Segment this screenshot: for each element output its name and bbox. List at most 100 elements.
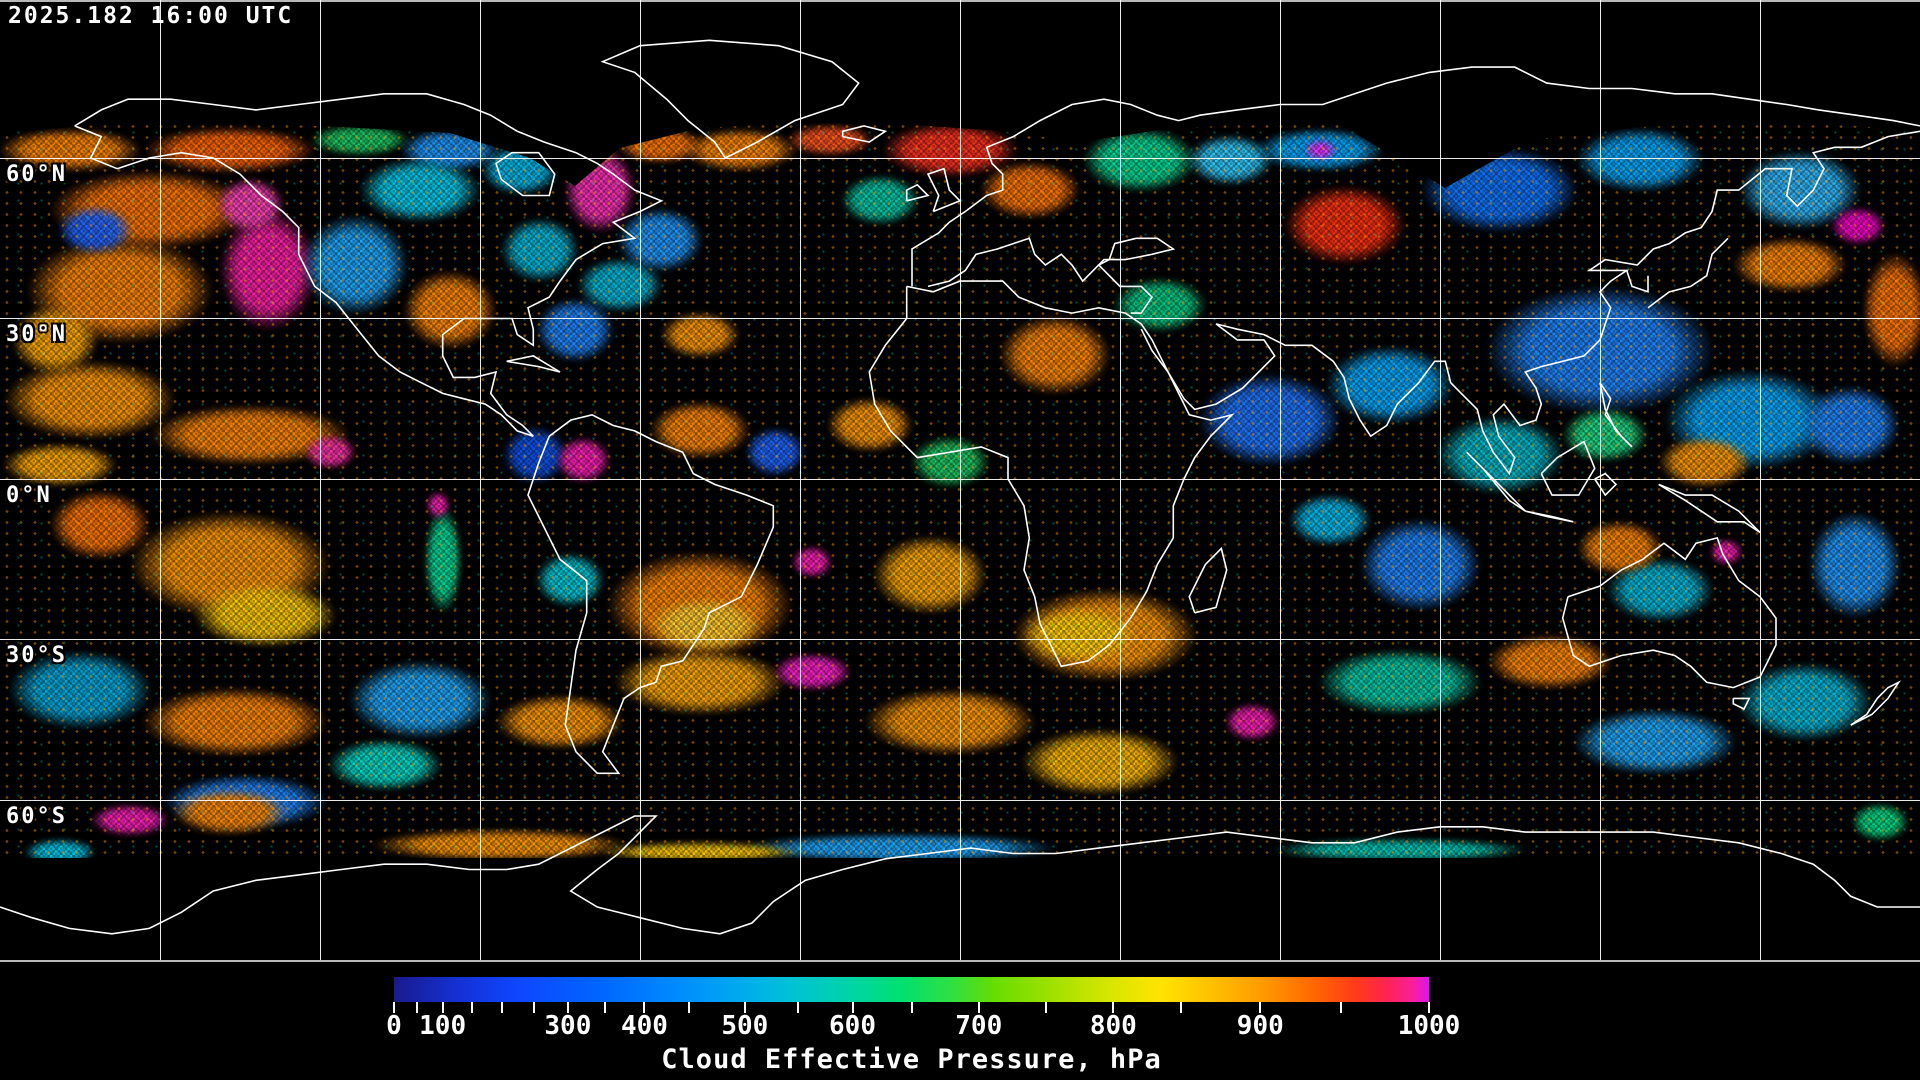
gridline-longitude (480, 0, 481, 961)
colorbar-tick (604, 1002, 607, 1013)
cloud-blob (545, 428, 621, 492)
colorbar-tick-label: 600 (829, 1011, 876, 1041)
cloud-blob (825, 165, 935, 235)
colorbar (394, 977, 1429, 1002)
colorbar-tick (566, 1002, 569, 1013)
gridline-longitude (1280, 0, 1281, 961)
colorbar-tick (1045, 1002, 1048, 1013)
coastline (911, 66, 1920, 287)
cloud-blob (1710, 647, 1900, 757)
colorbar-tick (743, 1002, 746, 1013)
cloud-blob (1550, 122, 1730, 205)
colorbar-tick-label: 100 (419, 1011, 467, 1041)
coastline (926, 167, 962, 213)
cloud-blob (335, 145, 505, 235)
gridline-latitude (0, 158, 1920, 159)
cloud-blob (294, 428, 366, 476)
coastline (495, 151, 556, 197)
cloud-blob (1298, 136, 1342, 164)
cloud-blob (422, 487, 454, 523)
cloud-blob (1840, 796, 1920, 848)
cloud-blob (522, 542, 618, 618)
cloud-blob (1462, 624, 1638, 700)
coastline (1594, 472, 1618, 497)
latitude-label: 30°N (6, 322, 67, 347)
cloud-blob (1560, 510, 1680, 586)
colorbar-tick-label: 400 (620, 1011, 668, 1041)
colorbar-tick-label: 700 (955, 1011, 1003, 1041)
gridline-latitude (0, 479, 1920, 480)
gridline-longitude (800, 0, 801, 961)
coastline (868, 280, 1235, 668)
coastline (1599, 382, 1633, 448)
coastline (1732, 697, 1751, 711)
colorbar-tick (1259, 1002, 1262, 1013)
coastline (1188, 546, 1228, 614)
cloud-blob (630, 390, 770, 470)
coastline (74, 93, 664, 437)
colorbar-tick (441, 1002, 444, 1013)
colorbar-tick (851, 1002, 854, 1013)
gridline-latitude (0, 639, 1920, 640)
cloud-blob (1790, 490, 1920, 640)
cloud-blob (645, 303, 755, 367)
gridline-longitude (1600, 0, 1601, 961)
latitude-label: 60°S (6, 804, 67, 829)
colorbar-tick (1112, 1002, 1115, 1013)
colorbar-tick (393, 1002, 395, 1013)
colorbar-caption: Cloud Effective Pressure, hPa (661, 1044, 1162, 1075)
coastline (506, 355, 561, 373)
coastline (1466, 451, 1526, 512)
coastline (905, 183, 930, 202)
coastline (841, 125, 888, 143)
coastline (1850, 680, 1902, 726)
cloud-blob (305, 729, 465, 801)
gridline-longitude (960, 0, 961, 961)
cloud-blob (1272, 484, 1388, 556)
cloud-blob (1780, 370, 1920, 480)
colorbar-tick-label: 500 (721, 1011, 769, 1041)
colorbar-tick (1179, 1002, 1182, 1013)
coastline (600, 39, 860, 159)
colorbar-tick-label: 300 (544, 1011, 592, 1041)
coastline (1647, 237, 1729, 309)
cloud-blob (1000, 597, 1160, 673)
coastline (927, 237, 1176, 314)
gridline-longitude (160, 0, 161, 961)
cloud-blob (895, 426, 1005, 498)
gridline-longitude (1440, 0, 1441, 961)
cloud-blob (1095, 267, 1225, 343)
colorbar-tick (532, 1002, 535, 1013)
cloud-blob (43, 196, 147, 264)
cloud-blob (10, 834, 110, 858)
colorbar-tick (500, 1002, 503, 1013)
latitude-label: 60°N (6, 162, 67, 187)
colorbar-tick-label: 0 (386, 1011, 402, 1041)
colorbar-tick (643, 1002, 646, 1013)
gridline-latitude (0, 318, 1920, 319)
colorbar-tick (1340, 1002, 1343, 1013)
coastline (1561, 536, 1777, 689)
coastline (1658, 483, 1761, 534)
map-bottom-border (0, 960, 1920, 962)
colorbar-tick (796, 1002, 799, 1013)
coastline (527, 413, 775, 775)
timestamp: 2025.182 16:00 UTC (8, 3, 294, 29)
coastline (0, 815, 1920, 935)
gridline-longitude (1120, 0, 1121, 961)
coastline (1625, 270, 1649, 293)
coastline (1525, 510, 1574, 523)
cloud-blob (990, 716, 1210, 808)
colorbar-tick-label: 1000 (1397, 1011, 1461, 1041)
cloud-blob (30, 477, 170, 573)
gridline-latitude (0, 800, 1920, 801)
gridline-longitude (640, 0, 641, 961)
gridline-longitude (320, 0, 321, 961)
colorbar-tick (977, 1002, 980, 1013)
latitude-label: 30°S (6, 643, 67, 668)
colorbar-tick-label: 900 (1236, 1011, 1284, 1041)
latitude-label: 0°N (6, 483, 52, 508)
colorbar-tick-label: 800 (1089, 1011, 1137, 1041)
gridline-longitude (1760, 0, 1761, 961)
colorbar-tick (687, 1002, 690, 1013)
